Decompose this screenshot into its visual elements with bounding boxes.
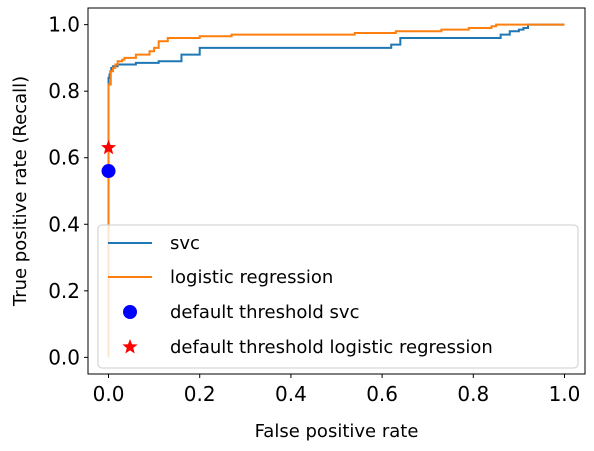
plot-frame [87,7,586,375]
x-tick-label: 0.6 [366,382,398,406]
legend-swatch-default-threshold-svc [123,305,137,319]
marker-layer [100,139,117,179]
y-tick-label: 0.0 [48,345,80,369]
series-layer [107,23,565,358]
y-tick-label: 0.8 [48,79,80,103]
x-tick-label: 0.8 [457,382,489,406]
x-tick-label: 1.0 [549,382,581,406]
legend-label-default-threshold-svc: default threshold svc [170,302,359,323]
legend-label-default-threshold-logistic-regression: default threshold logistic regression [170,337,493,358]
series-line-logistic-regression [107,23,565,358]
legend-swatch-default-threshold-logistic-regression [122,339,138,354]
x-axis-ticks: 0.0 0.2 0.4 0.6 0.8 1.0 [93,374,581,406]
legend-label-logistic-regression: logistic regression [170,267,333,288]
y-tick-label: 1.0 [48,13,80,37]
marker-default-threshold-logistic-regression [100,139,117,155]
x-axis-label: False positive rate [255,421,419,442]
x-tick-label: 0.0 [93,382,125,406]
y-tick-label: 0.2 [48,279,80,303]
x-tick-label: 0.4 [275,382,307,406]
x-tick-label: 0.2 [184,382,216,406]
y-tick-label: 0.4 [48,212,80,236]
y-tick-label: 0.6 [48,146,80,170]
legend-label-svc: svc [170,233,200,254]
y-axis-ticks: 0.0 0.2 0.4 0.6 0.8 1.0 [48,13,88,369]
y-axis-label: True positive rate (Recall) [10,76,31,307]
marker-default-threshold-svc [101,164,116,179]
legend: svc logistic regression default threshol… [97,224,579,369]
legend-frame [97,224,579,369]
